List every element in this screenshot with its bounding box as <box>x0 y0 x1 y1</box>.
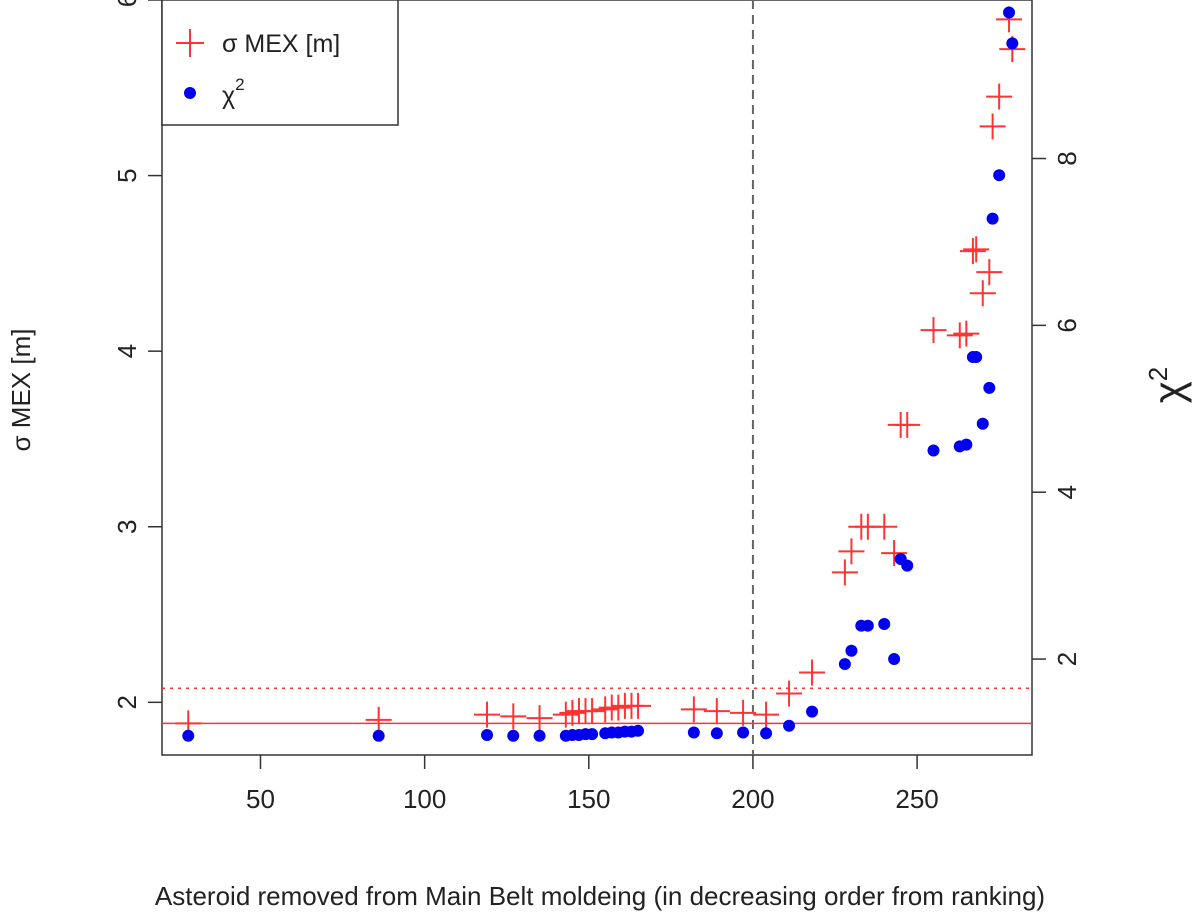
chi2-point-35 <box>976 417 989 430</box>
legend: σ MEX [m] χ2 <box>161 0 399 126</box>
sigma-point-5 <box>552 701 579 728</box>
x-tick-label-250: 250 <box>895 784 938 814</box>
chi2-point-29 <box>901 559 914 572</box>
legend-chi2-label: χ2 <box>222 75 245 110</box>
sigma-point-12 <box>605 694 632 721</box>
sigma-point-30 <box>920 317 947 344</box>
chi2-point-36 <box>983 381 996 394</box>
reference-lines <box>162 0 1032 755</box>
chi2-point-27 <box>888 653 901 666</box>
chi2-point-26 <box>878 618 891 631</box>
sigma-point-6 <box>559 699 586 726</box>
x-tick-label-200: 200 <box>731 784 774 814</box>
chi2-point-34 <box>970 351 983 364</box>
chi2-point-15 <box>632 724 645 737</box>
chi2-point-0 <box>182 729 195 742</box>
sigma-point-1 <box>365 706 392 733</box>
sigma-point-35 <box>969 280 996 307</box>
sigma-point-29 <box>894 411 921 438</box>
y-axis-left: 2 3 4 5 6 <box>112 0 162 710</box>
chi2-point-3 <box>507 729 520 742</box>
chi2-point-19 <box>760 727 773 740</box>
chi2-point-17 <box>710 727 723 740</box>
chi2-point-2 <box>481 728 494 741</box>
sigma-point-33 <box>959 238 986 265</box>
sigma-point-38 <box>986 83 1013 110</box>
chi2-point-23 <box>845 644 858 657</box>
chi2-point-38 <box>993 169 1006 182</box>
sigma-point-36 <box>976 259 1003 286</box>
x-tick-label-150: 150 <box>567 784 610 814</box>
y-left-tick-label-4: 4 <box>112 344 142 358</box>
sigma-point-20 <box>776 680 803 707</box>
x-axis-title: Asteroid removed from Main Belt moldeing… <box>155 881 1045 911</box>
x-axis: 50 100 150 200 250 <box>246 755 939 814</box>
y-right-tick-label-2: 2 <box>1052 652 1082 666</box>
chi2-point-18 <box>737 726 750 739</box>
y-axis-right-title-base: χ <box>1145 381 1192 403</box>
sigma-point-2 <box>474 701 501 728</box>
chi2-point-22 <box>838 658 851 671</box>
y-left-tick-label-5: 5 <box>112 168 142 182</box>
sigma-point-27 <box>881 540 908 567</box>
legend-sigma-label: σ MEX [m] <box>222 30 340 58</box>
y-left-tick-label-6: 6 <box>112 0 142 7</box>
plot-frame <box>161 0 1033 756</box>
sigma-point-21 <box>799 659 826 686</box>
legend-sigma-marker <box>176 29 204 57</box>
sigma-point-23 <box>838 538 865 565</box>
sigma-point-26 <box>871 513 898 540</box>
sigma-point-32 <box>953 320 980 347</box>
chi2-point-20 <box>783 719 796 732</box>
legend-chi2-base: χ <box>222 82 235 110</box>
sigma-point-3 <box>500 703 527 730</box>
sigma-point-15 <box>625 692 652 719</box>
sigma-point-4 <box>526 705 553 732</box>
chi2-point-16 <box>687 726 700 739</box>
sigma-point-18 <box>730 699 757 726</box>
sigma-point-9 <box>579 698 606 725</box>
chi2-point-9 <box>586 728 599 741</box>
x-tick-label-50: 50 <box>246 784 275 814</box>
series-chi2 <box>182 6 1019 742</box>
series-sigma-mex <box>175 6 1026 737</box>
chi2-point-40 <box>1006 37 1019 50</box>
y-axis-right: 2 4 6 8 <box>1032 151 1082 666</box>
chi2-point-32 <box>960 438 973 451</box>
legend-chi2-sup: 2 <box>235 75 244 94</box>
chi2-point-37 <box>986 212 999 225</box>
chi2-point-21 <box>806 705 819 718</box>
sigma-point-17 <box>703 698 730 725</box>
chi2-point-4 <box>533 729 546 742</box>
y-axis-right-title: χ2 <box>1143 367 1192 404</box>
x-tick-label-100: 100 <box>403 784 446 814</box>
y-right-tick-label-4: 4 <box>1052 485 1082 499</box>
sigma-point-19 <box>753 701 780 728</box>
sigma-point-37 <box>979 113 1006 140</box>
legend-box <box>161 0 399 126</box>
y-left-tick-label-2: 2 <box>112 695 142 709</box>
y-right-tick-label-8: 8 <box>1052 151 1082 165</box>
sigma-point-34 <box>963 236 990 263</box>
y-right-tick-label-6: 6 <box>1052 318 1082 332</box>
y-axis-right-title-sup: 2 <box>1143 367 1173 381</box>
chi2-point-25 <box>861 619 874 632</box>
y-left-tick-label-3: 3 <box>112 520 142 534</box>
sigma-point-22 <box>831 559 858 586</box>
chi2-point-30 <box>927 444 940 457</box>
sigma-point-16 <box>680 696 707 723</box>
sigma-point-10 <box>592 696 619 723</box>
sigma-point-31 <box>946 322 973 349</box>
y-axis-left-title: σ MEX [m] <box>6 329 36 452</box>
chi2-point-39 <box>1003 6 1016 19</box>
legend-chi2-marker <box>184 87 196 99</box>
chi2-point-1 <box>372 729 385 742</box>
